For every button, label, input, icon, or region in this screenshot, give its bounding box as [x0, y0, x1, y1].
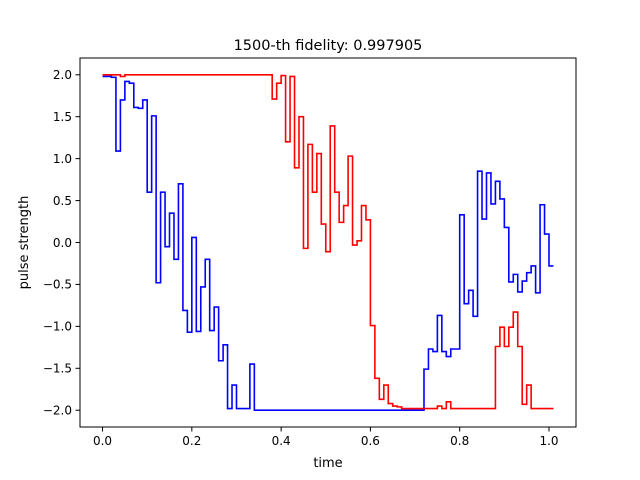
x-tick-label: 0.6 — [361, 434, 380, 448]
y-axis-label: pulse strength — [17, 196, 32, 290]
y-tick-label: 0.0 — [53, 236, 72, 250]
series-line-2 — [102, 73, 554, 410]
x-tick-label: 0.8 — [450, 434, 469, 448]
y-tick-label: 0.5 — [53, 194, 72, 208]
y-tick-label: 2.0 — [53, 68, 72, 82]
y-tick-label: −1.5 — [43, 362, 72, 376]
series-line-1 — [102, 75, 554, 412]
x-axis-label: time — [313, 456, 342, 471]
x-axis-ticks: 0.0 0.2 0.4 0.6 0.8 1.0 — [93, 427, 559, 448]
y-tick-label: 1.0 — [53, 152, 72, 166]
chart-title: 1500-th fidelity: 0.997905 — [234, 38, 423, 54]
plot-series — [102, 73, 554, 412]
y-tick-label: −1.0 — [43, 320, 72, 334]
x-tick-label: 0.2 — [182, 434, 201, 448]
y-tick-label: −0.5 — [43, 278, 72, 292]
x-tick-label: 1.0 — [539, 434, 558, 448]
x-tick-label: 0.4 — [272, 434, 291, 448]
y-axis-ticks: −2.0 −1.5 −1.0 −0.5 0.0 0.5 1.0 1.5 2.0 — [43, 68, 80, 418]
y-tick-label: −2.0 — [43, 404, 72, 418]
y-tick-label: 1.5 — [53, 110, 72, 124]
x-tick-label: 0.0 — [93, 434, 112, 448]
